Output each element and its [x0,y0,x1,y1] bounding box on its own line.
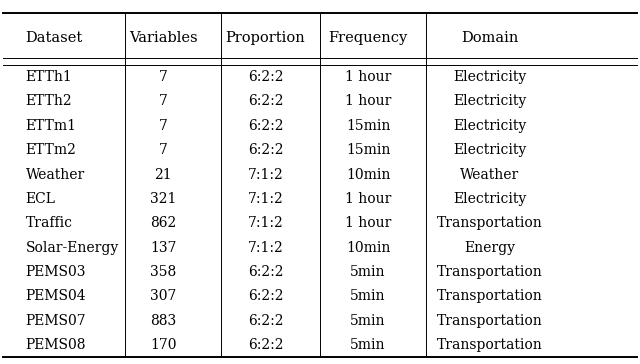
Text: Electricity: Electricity [453,119,526,133]
Text: 10min: 10min [346,167,390,182]
Text: 862: 862 [150,216,177,230]
Text: 6:2:2: 6:2:2 [248,338,284,352]
Text: 6:2:2: 6:2:2 [248,265,284,279]
Text: 7: 7 [159,94,168,108]
Text: 7: 7 [159,143,168,157]
Text: Electricity: Electricity [453,94,526,108]
Text: ETTm2: ETTm2 [26,143,76,157]
Text: 6:2:2: 6:2:2 [248,289,284,304]
Text: Transportation: Transportation [436,216,543,230]
Text: Electricity: Electricity [453,70,526,84]
Text: 6:2:2: 6:2:2 [248,70,284,84]
Text: 170: 170 [150,338,177,352]
Text: Transportation: Transportation [436,289,543,304]
Text: 321: 321 [150,192,177,206]
Text: PEMS08: PEMS08 [26,338,86,352]
Text: 15min: 15min [346,119,390,133]
Text: Traffic: Traffic [26,216,72,230]
Text: Solar-Energy: Solar-Energy [26,241,119,255]
Text: Energy: Energy [464,241,515,255]
Text: PEMS07: PEMS07 [26,314,86,328]
Text: 5min: 5min [350,265,386,279]
Text: 10min: 10min [346,241,390,255]
Text: 7:1:2: 7:1:2 [248,192,284,206]
Text: 5min: 5min [350,314,386,328]
Text: ETTh2: ETTh2 [26,94,72,108]
Text: 21: 21 [154,167,172,182]
Text: 15min: 15min [346,143,390,157]
Text: PEMS04: PEMS04 [26,289,86,304]
Text: Transportation: Transportation [436,265,543,279]
Text: 7: 7 [159,70,168,84]
Text: ETTh1: ETTh1 [26,70,72,84]
Text: Electricity: Electricity [453,143,526,157]
Text: 5min: 5min [350,289,386,304]
Text: Transportation: Transportation [436,314,543,328]
Text: 1 hour: 1 hour [345,70,391,84]
Text: ECL: ECL [26,192,56,206]
Text: Weather: Weather [26,167,85,182]
Text: Domain: Domain [461,31,518,45]
Text: Proportion: Proportion [226,31,305,45]
Text: 6:2:2: 6:2:2 [248,143,284,157]
Text: 7:1:2: 7:1:2 [248,241,284,255]
Text: 1 hour: 1 hour [345,216,391,230]
Text: 1 hour: 1 hour [345,94,391,108]
Text: ETTm1: ETTm1 [26,119,77,133]
Text: Electricity: Electricity [453,192,526,206]
Text: PEMS03: PEMS03 [26,265,86,279]
Text: Transportation: Transportation [436,338,543,352]
Text: Dataset: Dataset [26,31,83,45]
Text: 6:2:2: 6:2:2 [248,94,284,108]
Text: 883: 883 [150,314,177,328]
Text: 7:1:2: 7:1:2 [248,167,284,182]
Text: 7:1:2: 7:1:2 [248,216,284,230]
Text: 7: 7 [159,119,168,133]
Text: 358: 358 [150,265,177,279]
Text: Frequency: Frequency [328,31,408,45]
Text: 1 hour: 1 hour [345,192,391,206]
Text: 6:2:2: 6:2:2 [248,119,284,133]
Text: Variables: Variables [129,31,198,45]
Text: Weather: Weather [460,167,519,182]
Text: 307: 307 [150,289,177,304]
Text: 6:2:2: 6:2:2 [248,314,284,328]
Text: 5min: 5min [350,338,386,352]
Text: 137: 137 [150,241,177,255]
